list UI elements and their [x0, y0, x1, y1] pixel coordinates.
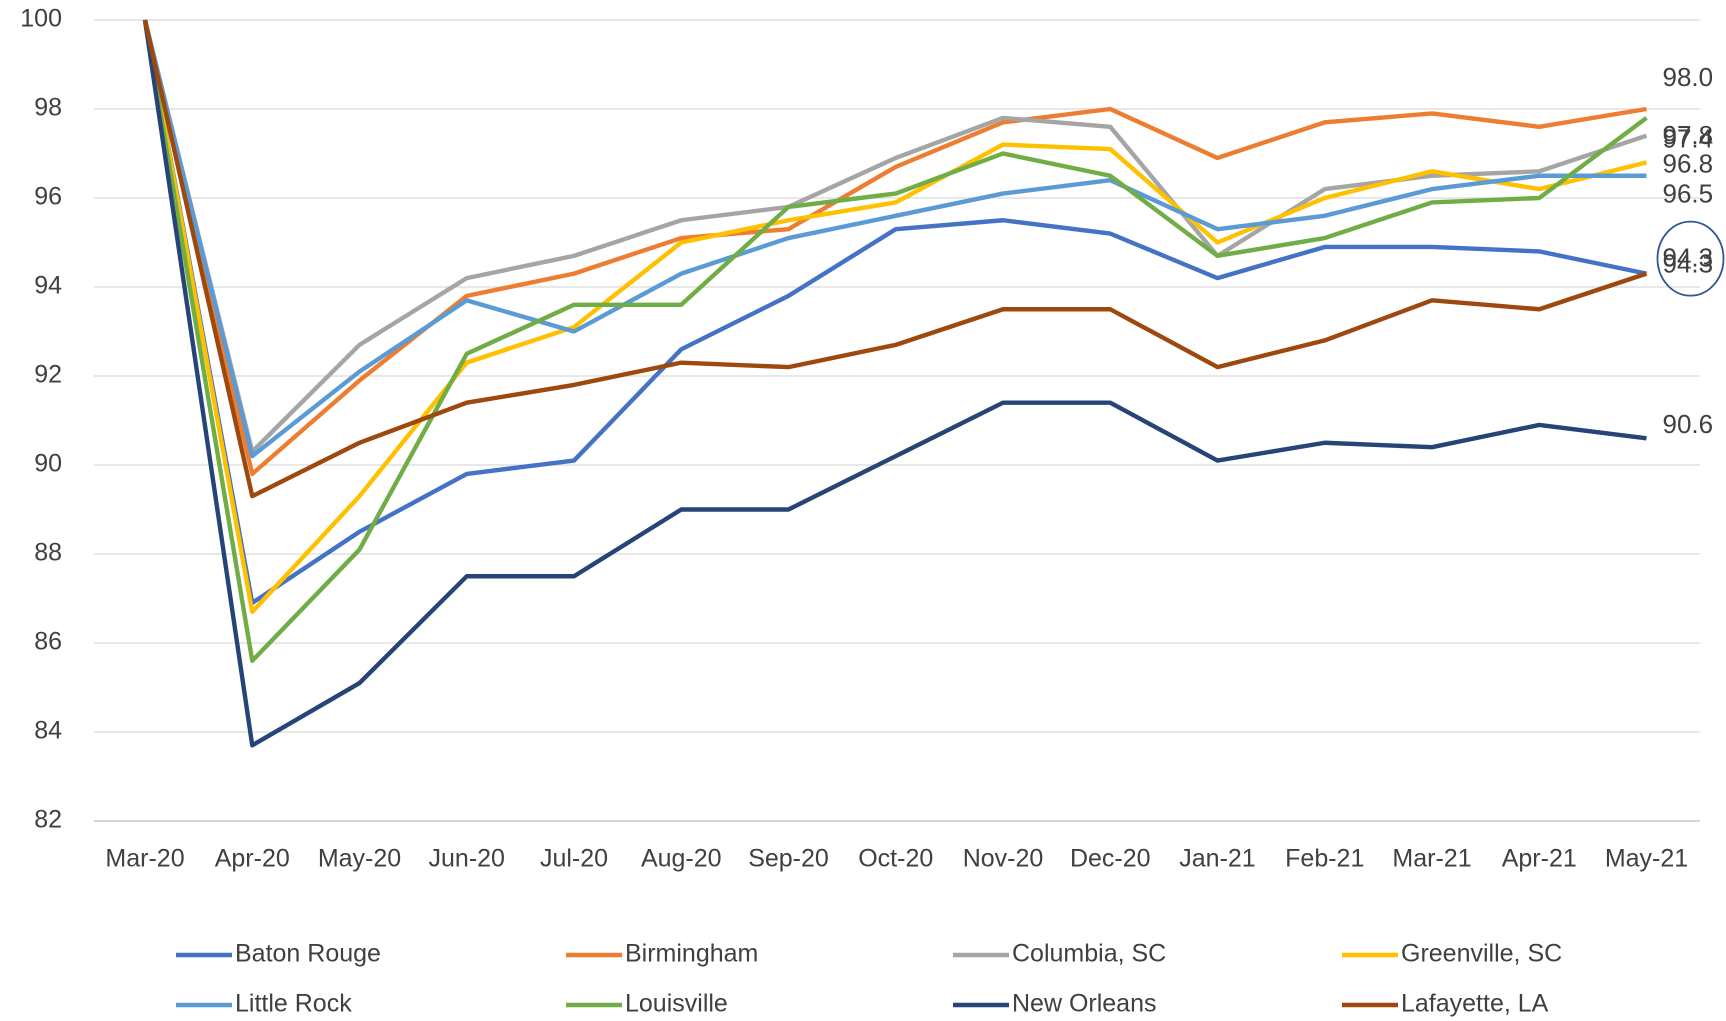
- series-line: [142, 19, 1647, 459]
- series-line: [142, 19, 1648, 615]
- x-tick-label: Dec-20: [1070, 845, 1151, 873]
- y-tick-label: 88: [34, 539, 62, 567]
- x-tick-label: Feb-21: [1285, 845, 1364, 873]
- y-tick-label: 96: [34, 183, 62, 211]
- series-line: [142, 19, 1648, 454]
- x-tick-label: May-20: [318, 845, 401, 873]
- series-line: [142, 19, 1647, 748]
- y-tick-label: 86: [34, 628, 62, 656]
- y-tick-label: 84: [34, 717, 62, 745]
- x-tick-label: Jun-20: [429, 845, 505, 873]
- x-tick-label: Apr-21: [1502, 845, 1577, 873]
- data-label: 96.8: [1663, 148, 1714, 178]
- y-tick-label: 94: [34, 272, 62, 300]
- y-tick-label: 82: [34, 806, 62, 834]
- legend-label: Little Rock: [235, 990, 352, 1018]
- data-label: 97.8: [1663, 120, 1714, 150]
- y-tick-label: 98: [34, 94, 62, 122]
- legend-label: Louisville: [625, 990, 728, 1018]
- x-tick-label: Sep-20: [748, 845, 829, 873]
- x-tick-label: Jan-21: [1179, 845, 1255, 873]
- legend-label: Birmingham: [625, 940, 758, 968]
- x-tick-label: Apr-20: [215, 845, 290, 873]
- data-label: 96.5: [1663, 179, 1714, 209]
- y-tick-label: 100: [20, 5, 62, 33]
- x-tick-label: May-21: [1605, 845, 1688, 873]
- data-label: 94.3: [1663, 243, 1714, 273]
- data-label: 90.6: [1663, 409, 1714, 439]
- y-tick-label: 90: [34, 450, 62, 478]
- legend-label: Columbia, SC: [1012, 940, 1166, 968]
- data-label: 98.0: [1663, 62, 1714, 92]
- series-line: [142, 19, 1648, 499]
- data-label: 94.3: [1663, 249, 1714, 279]
- highlight-circle: [1656, 220, 1725, 297]
- x-tick-label: Jul-20: [540, 845, 608, 873]
- x-tick-label: Oct-20: [858, 845, 933, 873]
- series-line: [142, 19, 1648, 663]
- x-tick-label: Mar-20: [105, 845, 184, 873]
- legend-label: Lafayette, LA: [1401, 990, 1549, 1018]
- x-tick-label: Mar-21: [1392, 845, 1471, 873]
- x-tick-label: Aug-20: [641, 845, 722, 873]
- legend-label: New Orleans: [1012, 990, 1157, 1018]
- data-label: 97.4: [1663, 124, 1714, 154]
- legend-label: Baton Rouge: [235, 940, 381, 968]
- x-tick-label: Nov-20: [963, 845, 1044, 873]
- legend-label: Greenville, SC: [1401, 940, 1562, 968]
- series-line: [142, 19, 1647, 606]
- series-line: [142, 19, 1647, 477]
- y-tick-label: 92: [34, 361, 62, 389]
